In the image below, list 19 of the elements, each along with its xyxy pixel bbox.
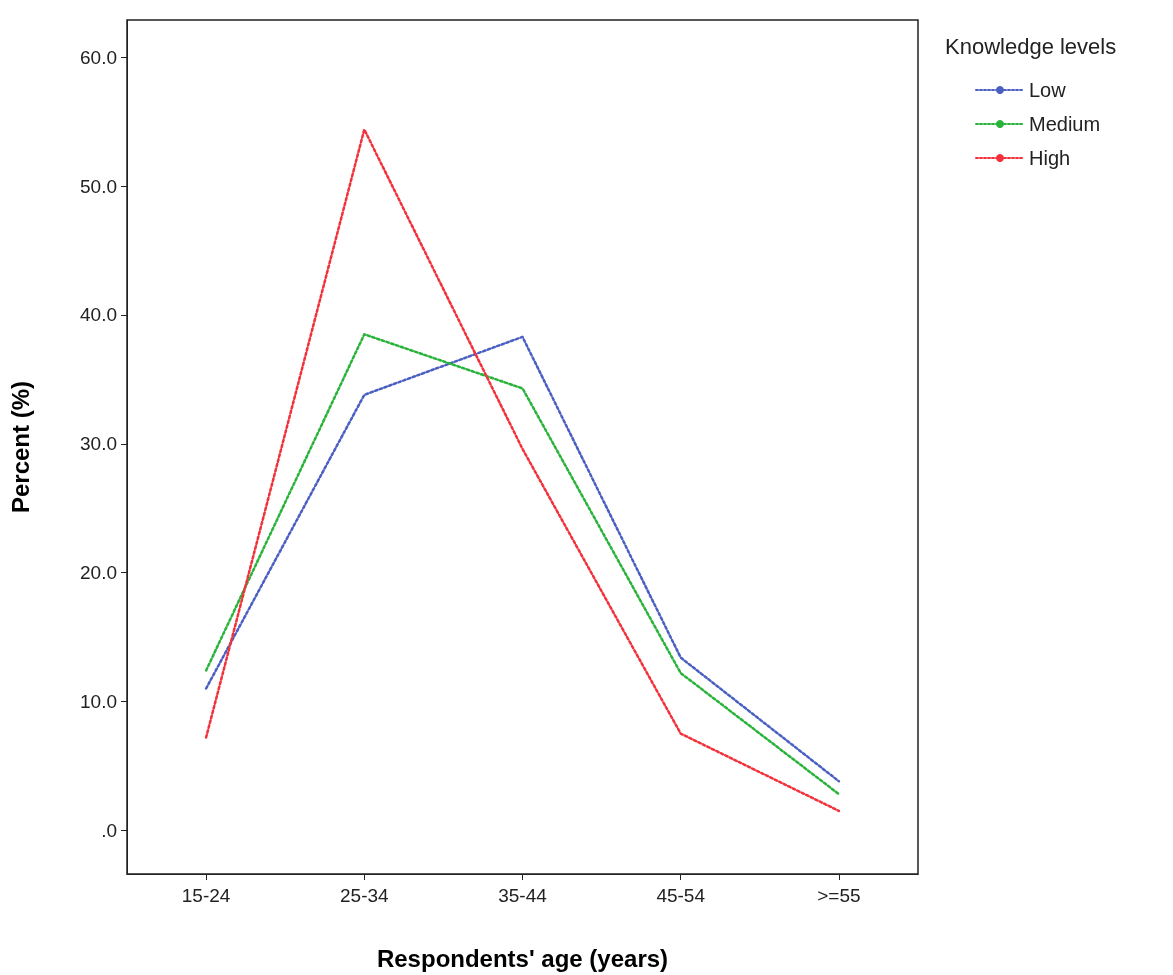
x-tick-label: 45-54: [656, 885, 706, 906]
line-series: [204, 128, 841, 813]
legend-title: Knowledge levels: [945, 33, 1117, 59]
x-tick-label: 35-44: [498, 885, 548, 906]
y-tick-label: 20.0: [80, 562, 117, 584]
x-tick-label: 15-24: [181, 885, 231, 906]
x-axis-title: Respondents' age (years): [376, 944, 669, 972]
legend-label: Low: [1029, 79, 1067, 101]
x-tick-label: 25-34: [340, 885, 390, 906]
y-tick-label: 10.0: [80, 690, 117, 712]
legend-label: High: [1029, 147, 1071, 169]
y-tick-label: 50.0: [80, 175, 117, 197]
y-tick-label: 60.0: [80, 46, 117, 68]
legend-label: Medium: [1029, 113, 1101, 135]
x-tick-label: >=55: [817, 885, 861, 906]
y-tick-label: .0: [101, 819, 117, 841]
y-tick-label: 40.0: [80, 304, 117, 326]
y-tick-label: 30.0: [80, 433, 117, 455]
y-axis-title: Percent (%): [6, 380, 34, 514]
